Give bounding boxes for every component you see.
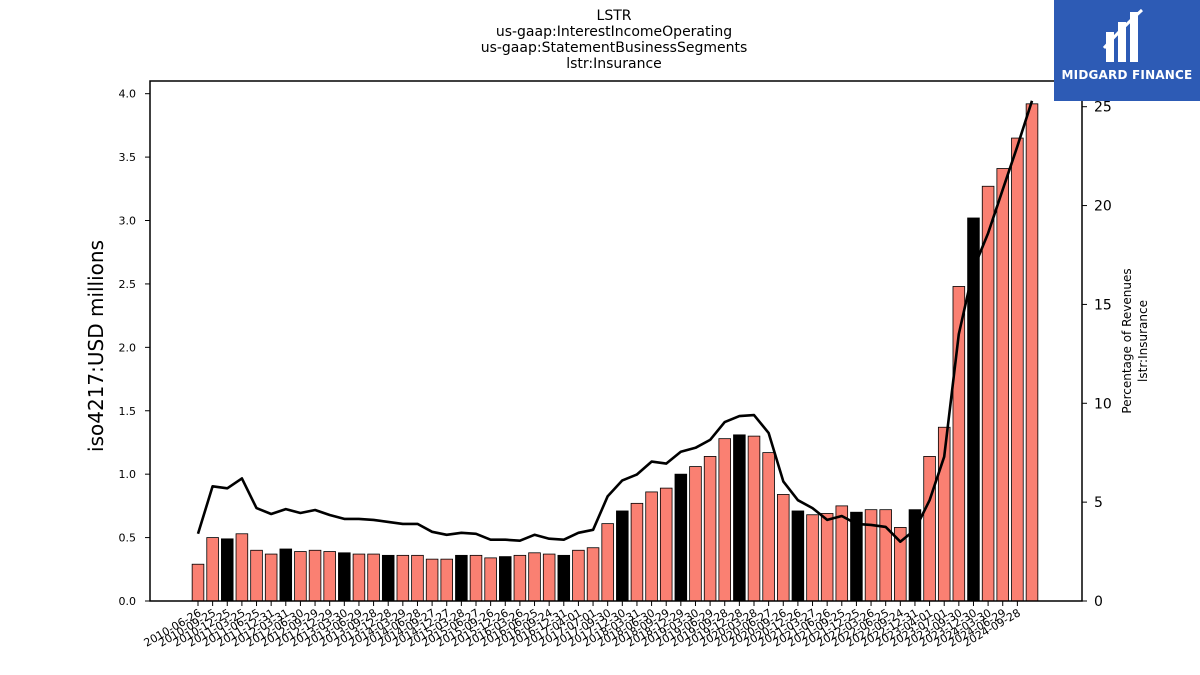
bar xyxy=(616,510,629,602)
bar xyxy=(411,554,424,602)
bar xyxy=(981,185,995,602)
bar xyxy=(469,554,483,602)
bar xyxy=(206,537,219,602)
bar xyxy=(191,563,205,602)
ytick-label-right: 10 xyxy=(1094,396,1112,412)
bar xyxy=(659,487,673,602)
bar xyxy=(396,554,410,602)
bar xyxy=(557,554,571,602)
bar xyxy=(308,549,322,602)
y-axis-label-right: lstr:Insurance xyxy=(1136,300,1150,382)
bar xyxy=(352,553,366,602)
bar xyxy=(367,553,380,602)
midgard-logo-mark-icon xyxy=(1102,8,1144,62)
bar xyxy=(967,217,980,602)
y-axis-label-left: iso4217:USD millions xyxy=(84,240,108,452)
bar xyxy=(777,494,790,602)
bar xyxy=(703,456,717,602)
bar xyxy=(264,553,278,602)
ytick-label-right: 5 xyxy=(1094,495,1103,511)
bar xyxy=(279,548,293,602)
ytick-label-right: 0 xyxy=(1094,594,1103,610)
bar xyxy=(806,514,819,602)
bar xyxy=(425,558,439,602)
plot-frame xyxy=(149,80,1083,602)
bar xyxy=(381,554,395,602)
ytick-label-left: 3.5 xyxy=(119,151,137,164)
bar xyxy=(250,549,263,602)
ytick-label-left: 1.5 xyxy=(119,405,137,418)
ytick-label-left: 0.0 xyxy=(119,595,137,608)
bar xyxy=(586,547,600,602)
ytick-label-left: 2.5 xyxy=(119,278,137,291)
bar xyxy=(850,511,863,602)
bar xyxy=(835,505,849,602)
bar xyxy=(923,456,936,602)
ytick-label-left: 0.5 xyxy=(119,532,137,545)
ytick-label-right: 20 xyxy=(1094,199,1112,215)
bar xyxy=(221,538,234,602)
chart-title-line: LSTR xyxy=(597,8,632,24)
bar xyxy=(440,558,453,602)
bar xyxy=(762,452,775,602)
bar xyxy=(572,549,585,602)
bar xyxy=(791,510,805,602)
chart-title-line: lstr:Insurance xyxy=(566,56,662,72)
bar xyxy=(542,553,556,602)
bar xyxy=(323,551,336,602)
bar xyxy=(499,556,512,602)
ytick-label-left: 4.0 xyxy=(119,88,137,101)
bar xyxy=(601,523,614,602)
ytick-label-right: 25 xyxy=(1094,100,1112,116)
bar xyxy=(820,513,834,602)
line-series xyxy=(196,100,1034,543)
bar xyxy=(1011,137,1024,602)
bar xyxy=(718,438,731,602)
bar xyxy=(235,533,249,602)
ytick-label-right: 15 xyxy=(1094,297,1112,313)
bar xyxy=(747,435,761,602)
bar xyxy=(455,554,468,602)
bar xyxy=(996,168,1009,602)
y-axis-label-right: Percentage of Revenues xyxy=(1120,268,1134,413)
bar xyxy=(1025,103,1039,602)
ytick-label-left: 1.0 xyxy=(119,468,137,481)
bar xyxy=(674,473,688,602)
chart-title-line: us-gaap:InterestIncomeOperating xyxy=(496,24,732,40)
bar xyxy=(879,509,892,602)
bar xyxy=(484,557,497,602)
bar xyxy=(294,551,307,602)
bar xyxy=(733,434,746,602)
bar xyxy=(528,552,541,602)
ytick-label-left: 3.0 xyxy=(119,215,137,228)
ytick-label-left: 2.0 xyxy=(119,341,137,354)
bar xyxy=(645,491,658,602)
midgard-finance-logo: MIDGARD FINANCE xyxy=(1054,0,1200,101)
bar xyxy=(689,466,702,602)
bar xyxy=(630,502,644,602)
chart-title-line: us-gaap:StatementBusinessSegments xyxy=(481,40,748,56)
bar xyxy=(338,552,351,602)
bar xyxy=(513,554,527,602)
logo-text: MIDGARD FINANCE xyxy=(1061,68,1193,82)
